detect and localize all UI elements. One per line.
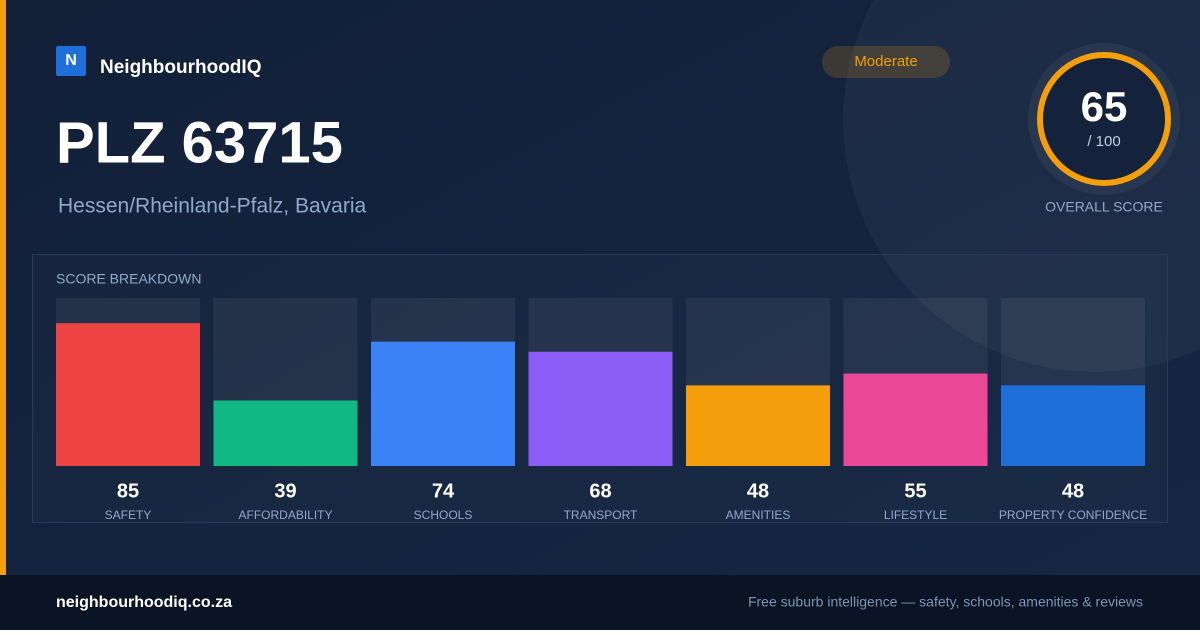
logo-letter: N [65,52,77,69]
chart-panel [32,254,1168,523]
category-label: SAFETY [105,508,152,522]
chart-title: SCORE BREAKDOWN [56,271,201,287]
page-title: PLZ 63715 [56,110,343,175]
bar [843,373,988,466]
badge-text: Moderate [854,53,917,70]
footer-site: neighbourhoodiq.co.za [56,594,232,611]
score-value: 65 [1081,83,1128,130]
value-label: 48 [747,480,769,502]
category-label: AFFORDABILITY [238,508,332,522]
brand-name: NeighbourhoodIQ [100,57,261,78]
bar [1001,385,1145,466]
score-max: / 100 [1087,133,1120,150]
value-label: 55 [904,480,926,502]
category-label: LIFESTYLE [884,508,947,522]
bar [686,385,830,466]
value-label: 48 [1062,480,1084,502]
category-label: AMENITIES [726,508,791,522]
value-label: 74 [432,480,455,502]
category-label: SCHOOLS [414,508,473,522]
subtitle: Hessen/Rheinland-Pfalz, Bavaria [58,195,366,218]
footer-tagline: Free suburb intelligence — safety, schoo… [748,594,1143,610]
category-label: PROPERTY CONFIDENCE [999,508,1147,522]
accent-stripe [0,0,6,575]
bar [56,323,200,466]
score-ring [1037,52,1171,186]
value-label: 85 [117,480,139,502]
value-label: 39 [274,480,296,502]
category-label: TRANSPORT [564,508,638,522]
footer [0,575,1200,630]
badge [822,46,950,78]
value-label: 68 [589,480,611,502]
score-caption: OVERALL SCORE [1045,199,1163,215]
bar [213,400,358,466]
bar [371,341,515,466]
bar [528,351,673,466]
logo-box [56,46,86,76]
